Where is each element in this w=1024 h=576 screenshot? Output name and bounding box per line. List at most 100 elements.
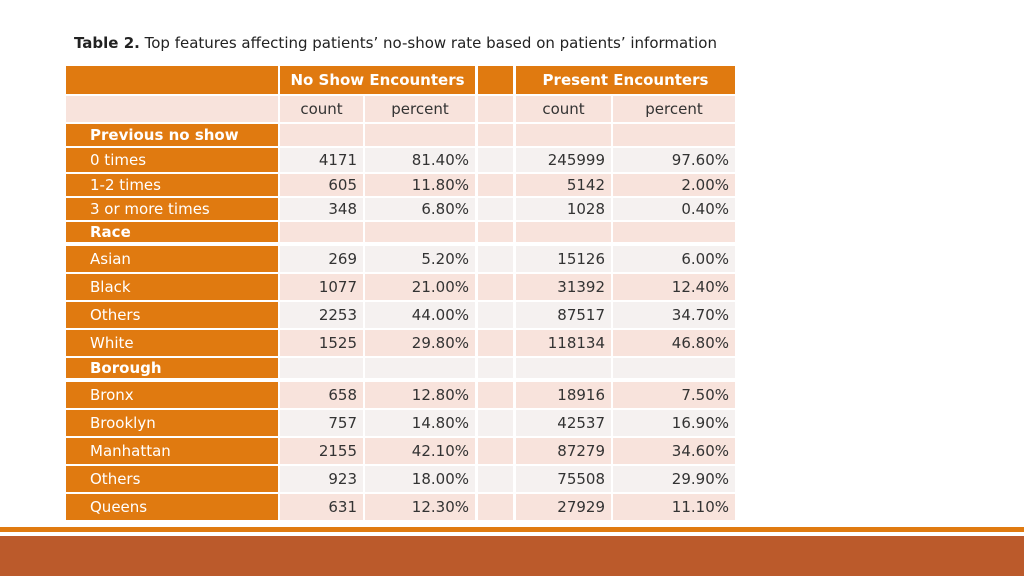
- table-cell: 16.90%: [613, 410, 735, 436]
- table-cell: 6.00%: [613, 246, 735, 272]
- table-cell: 81.40%: [365, 148, 475, 172]
- empty-cell: [478, 410, 513, 436]
- empty-cell: [516, 222, 611, 242]
- row-label: White: [66, 330, 278, 356]
- table-cell: 46.80%: [613, 330, 735, 356]
- row-label: Brooklyn: [66, 410, 278, 436]
- empty-cell: [613, 222, 735, 242]
- table-cell: 7.50%: [613, 382, 735, 408]
- table-cell: 2155: [280, 438, 363, 464]
- table-cell: 269: [280, 246, 363, 272]
- row-label: 0 times: [66, 148, 278, 172]
- table-cell: 245999: [516, 148, 611, 172]
- table-cell: 12.40%: [613, 274, 735, 300]
- table-cell: 757: [280, 410, 363, 436]
- empty-cell: [478, 302, 513, 328]
- empty-cell: [613, 358, 735, 378]
- section-header: Previous no show: [66, 124, 278, 146]
- empty-cell: [478, 198, 513, 220]
- row-label: Queens: [66, 494, 278, 520]
- table-cell: 12.30%: [365, 494, 475, 520]
- row-label: 3 or more times: [66, 198, 278, 220]
- empty-cell: [478, 222, 513, 242]
- subheader-corner: [66, 96, 278, 122]
- empty-cell: [365, 124, 475, 146]
- features-table: No Show Encounters Present Encounters coun…: [66, 66, 735, 520]
- group-header-no-show: No Show Encounters: [280, 66, 475, 94]
- empty-cell: [478, 148, 513, 172]
- empty-cell: [478, 124, 513, 146]
- row-label: Black: [66, 274, 278, 300]
- row-label: 1-2 times: [66, 174, 278, 196]
- empty-cell: [280, 222, 363, 242]
- row-label: Others: [66, 466, 278, 492]
- empty-cell: [478, 274, 513, 300]
- table-cell: 21.00%: [365, 274, 475, 300]
- subheader-gap: [478, 96, 513, 122]
- empty-cell: [365, 222, 475, 242]
- table-cell: 75508: [516, 466, 611, 492]
- table-cell: 1077: [280, 274, 363, 300]
- table-cell: 2253: [280, 302, 363, 328]
- column-header: count: [516, 96, 611, 122]
- table-cell: 658: [280, 382, 363, 408]
- table-cell: 42537: [516, 410, 611, 436]
- table-cell: 29.90%: [613, 466, 735, 492]
- table-cell: 97.60%: [613, 148, 735, 172]
- column-header: percent: [613, 96, 735, 122]
- empty-cell: [280, 358, 363, 378]
- empty-cell: [365, 358, 475, 378]
- table-cell: 631: [280, 494, 363, 520]
- empty-cell: [478, 246, 513, 272]
- empty-cell: [613, 124, 735, 146]
- footer-accent-line: [0, 527, 1024, 532]
- table-cell: 87279: [516, 438, 611, 464]
- table-cell: 87517: [516, 302, 611, 328]
- table-cell: 11.10%: [613, 494, 735, 520]
- empty-cell: [516, 358, 611, 378]
- row-label: Others: [66, 302, 278, 328]
- table-cell: 44.00%: [365, 302, 475, 328]
- row-label: Asian: [66, 246, 278, 272]
- empty-cell: [478, 358, 513, 378]
- section-header: Race: [66, 222, 278, 242]
- table-caption: Table 2. Top features affecting patients…: [74, 34, 717, 52]
- table-cell: 0.40%: [613, 198, 735, 220]
- empty-cell: [280, 124, 363, 146]
- table-cell: 348: [280, 198, 363, 220]
- table-cell: 5142: [516, 174, 611, 196]
- table-cell: 1028: [516, 198, 611, 220]
- table-cell: 18.00%: [365, 466, 475, 492]
- table-cell: 14.80%: [365, 410, 475, 436]
- row-label: Bronx: [66, 382, 278, 408]
- row-label: Manhattan: [66, 438, 278, 464]
- table-cell: 605: [280, 174, 363, 196]
- table-cell: 42.10%: [365, 438, 475, 464]
- section-header: Borough: [66, 358, 278, 378]
- empty-cell: [478, 438, 513, 464]
- table-cell: 29.80%: [365, 330, 475, 356]
- table-cell: 34.70%: [613, 302, 735, 328]
- table-cell: 11.80%: [365, 174, 475, 196]
- empty-cell: [478, 174, 513, 196]
- table-cell: 31392: [516, 274, 611, 300]
- footer-bar: [0, 536, 1024, 576]
- caption-label: Table 2.: [74, 34, 140, 52]
- header-gap: [478, 66, 513, 94]
- empty-cell: [478, 330, 513, 356]
- table-cell: 27929: [516, 494, 611, 520]
- table-cell: 1525: [280, 330, 363, 356]
- table-cell: 923: [280, 466, 363, 492]
- column-header: percent: [365, 96, 475, 122]
- table-cell: 34.60%: [613, 438, 735, 464]
- table-cell: 18916: [516, 382, 611, 408]
- table-cell: 2.00%: [613, 174, 735, 196]
- column-header: count: [280, 96, 363, 122]
- group-header-present: Present Encounters: [516, 66, 735, 94]
- empty-cell: [478, 494, 513, 520]
- table-cell: 4171: [280, 148, 363, 172]
- empty-cell: [478, 466, 513, 492]
- empty-cell: [478, 382, 513, 408]
- table-cell: 5.20%: [365, 246, 475, 272]
- table-cell: 15126: [516, 246, 611, 272]
